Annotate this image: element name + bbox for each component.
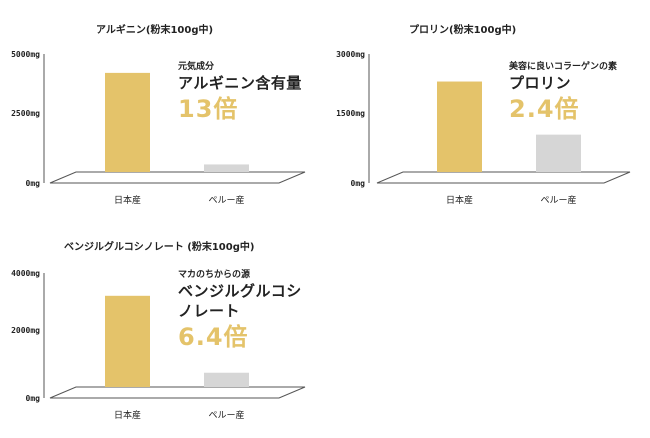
y-tick-label: 1500mg [336, 109, 365, 118]
chart-title: ベンジルグルコシノレート (粉末100g中) [64, 242, 255, 253]
bar-japan [437, 81, 482, 172]
x-category-label: 日本産 [114, 409, 141, 421]
callout: 美容に良いコラーゲンの素 プロリン 2.4倍 [509, 61, 617, 125]
y-tick-label: 5000mg [11, 50, 40, 59]
chart-panel-proline: プロリン(粉末100g中) 0mg 1500mg 3000mg 日本産 ペルー産 美容に… [325, 0, 650, 219]
x-category-label: ペルー産 [208, 409, 244, 421]
callout-subtitle: マカのちからの源 [178, 270, 251, 280]
callout-heading-line2: ノレート [178, 302, 241, 320]
y-tick-label: 2000mg [11, 326, 40, 335]
chart-panel-arginine: アルギニン(粉末100g中) 0mg 2500mg 5000mg 日本産 ペルー産 元気… [0, 0, 325, 219]
x-category-label: 日本産 [114, 194, 141, 206]
chart-floor [49, 386, 306, 399]
callout-ratio: 6.4倍 [178, 323, 249, 351]
chart-title: アルギニン(粉末100g中) [96, 25, 214, 36]
bar-chart: 0mg 2500mg 5000mg 日本産 ペルー産 [11, 50, 306, 206]
bar-chart: 0mg 1500mg 3000mg 日本産 ペルー産 [336, 50, 631, 206]
x-category-label: ペルー産 [540, 194, 576, 206]
y-tick-label: 0mg [26, 179, 41, 188]
chart-panel-benzyl-glucosinolate: ベンジルグルコシノレート (粉末100g中) 0mg 2000mg 4000mg 日本… [0, 219, 325, 438]
y-tick-label: 3000mg [336, 50, 365, 59]
callout-heading: アルギニン含有量 [178, 74, 302, 92]
x-category-label: ペルー産 [208, 194, 244, 206]
callout-subtitle: 元気成分 [178, 62, 215, 72]
y-tick-label: 2500mg [11, 109, 40, 118]
bar-japan [105, 72, 150, 172]
y-tick-label: 4000mg [11, 269, 40, 278]
callout-subtitle: 美容に良いコラーゲンの素 [509, 62, 618, 72]
callout: 元気成分 アルギニン含有量 13倍 [178, 61, 302, 125]
callout: マカのちからの源 ベンジルグルコシ ノレート 6.4倍 [178, 269, 302, 353]
chart-floor [376, 171, 631, 184]
callout-ratio: 2.4倍 [509, 95, 580, 123]
chart-floor [49, 171, 306, 184]
bar-peru [204, 164, 249, 172]
chart-title: プロリン(粉末100g中) [409, 25, 517, 36]
callout-heading: プロリン [509, 74, 572, 92]
bar-chart: 0mg 2000mg 4000mg 日本産 ペルー産 [11, 269, 306, 421]
y-tick-label: 0mg [26, 394, 41, 403]
bar-japan [105, 295, 150, 387]
x-category-label: 日本産 [446, 194, 473, 206]
callout-ratio: 13倍 [178, 95, 239, 123]
callout-heading: ベンジルグルコシ [178, 282, 302, 300]
bar-peru [204, 372, 249, 387]
bar-peru [536, 134, 581, 172]
y-tick-label: 0mg [351, 179, 366, 188]
